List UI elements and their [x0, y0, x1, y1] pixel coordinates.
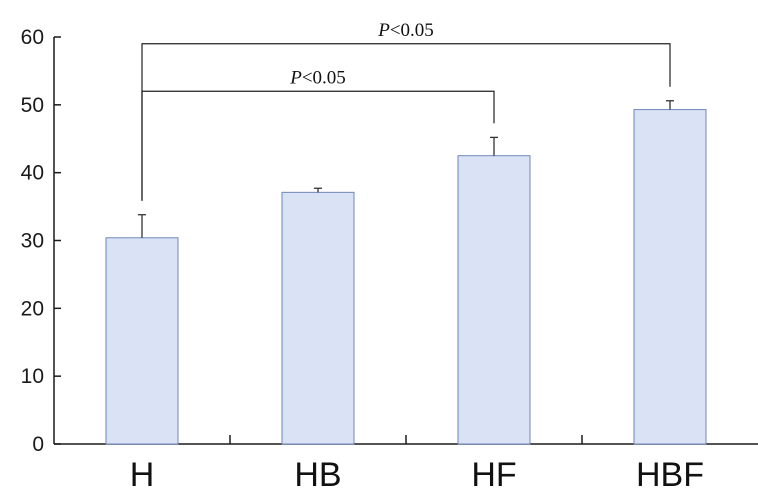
y-tick-label: 40 [21, 162, 44, 185]
p-symbol: P [377, 20, 390, 41]
p-threshold: <0.05 [302, 67, 346, 88]
category-label-hbf: HBF [636, 456, 704, 494]
bar-h [105, 237, 179, 445]
y-tick-label: 0 [32, 433, 44, 456]
x-axis-ticks [229, 435, 583, 444]
category-label-hf: HF [471, 456, 516, 494]
significance-bracket-1 [141, 90, 495, 201]
bars-group [105, 109, 707, 445]
y-tick-label: 60 [21, 26, 44, 49]
p-symbol: P [289, 67, 302, 88]
y-axis-ticks: 0 10 20 30 40 50 60 [21, 26, 61, 456]
significance-label-1: P<0.05 [289, 67, 346, 88]
bar-hbf [633, 109, 707, 445]
y-tick-label: 10 [21, 365, 44, 388]
error-bars-group [138, 100, 674, 238]
significance-bracket-0 [141, 43, 671, 201]
category-label-hb: HB [294, 456, 341, 494]
p-threshold: <0.05 [390, 20, 434, 41]
significance-brackets: P<0.05P<0.05 [141, 20, 671, 201]
significance-label-0: P<0.05 [377, 20, 434, 41]
category-labels: H HB HF HBF [130, 456, 704, 494]
bar-hf [457, 155, 531, 445]
y-tick-label: 20 [21, 297, 44, 320]
y-tick-label: 30 [21, 230, 44, 253]
category-label-h: H [130, 456, 155, 494]
y-tick-label: 50 [21, 94, 44, 117]
bar-hb [281, 191, 355, 445]
